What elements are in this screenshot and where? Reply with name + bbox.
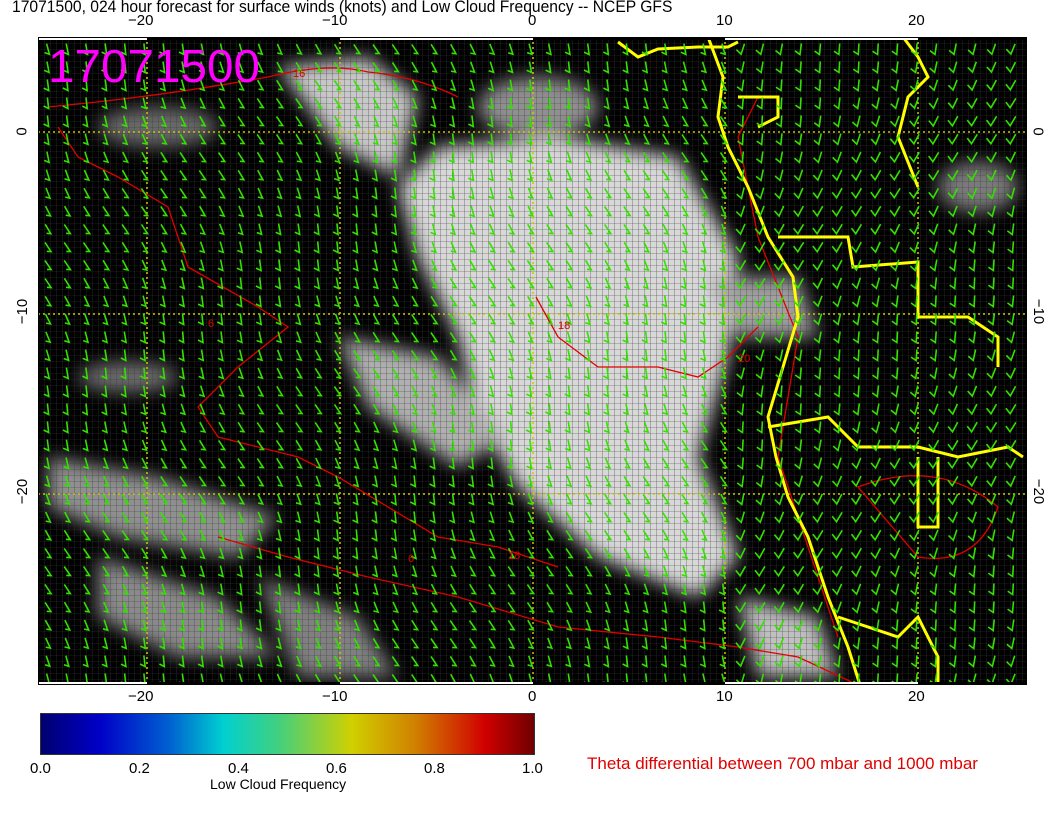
lat-tick-left: −20 <box>14 478 32 505</box>
lat-tick-left: −10 <box>14 298 32 325</box>
colorbar-tick: 0.6 <box>326 760 347 777</box>
lon-tick-top: −10 <box>322 12 348 29</box>
colorbar-tick: 0.8 <box>424 760 445 777</box>
map-frame <box>38 37 1027 685</box>
lon-tick-bottom: −20 <box>128 688 154 705</box>
contour-label: 20 <box>738 353 750 365</box>
lon-tick-top: 0 <box>528 12 537 29</box>
contour-label: 6 <box>408 553 414 565</box>
lon-tick-top: 20 <box>908 12 925 29</box>
colorbar-tick: 1.0 <box>522 760 543 777</box>
map-title: 17071500, 024 hour forecast for surface … <box>12 0 673 16</box>
contour-label: 18 <box>558 320 570 332</box>
lat-tick-left: 0 <box>13 127 31 136</box>
colorbar-label: Low Cloud Frequency <box>210 776 347 792</box>
lat-tick-right: −10 <box>1030 298 1048 325</box>
contour-labels: 16 6 18 20 6 18 <box>208 68 750 565</box>
lat-tick-right: 0 <box>1029 127 1047 136</box>
lat-tick-right: −20 <box>1030 478 1048 505</box>
colorbar-tick: 0.2 <box>129 760 150 777</box>
lon-tick-bottom: −10 <box>322 688 348 705</box>
colorbar-tick: 0.4 <box>228 760 249 777</box>
contour-label: 6 <box>208 318 214 330</box>
lon-tick-top: 10 <box>716 12 733 29</box>
date-stamp: 17071500 <box>48 40 260 92</box>
colorbar-tick: 0.0 <box>30 760 51 777</box>
theta-legend: Theta differential between 700 mbar and … <box>587 754 978 773</box>
forecast-map: 16 6 18 20 6 18 17071500 <box>38 37 1027 685</box>
lon-tick-bottom: 20 <box>908 688 925 705</box>
contour-label: 16 <box>293 68 305 80</box>
wind-barbs <box>43 43 1017 685</box>
colorbar <box>40 713 535 755</box>
wind-barb-set <box>43 43 1017 685</box>
lon-tick-top: −20 <box>128 12 154 29</box>
lon-tick-bottom: 0 <box>528 688 537 705</box>
contour-label: 18 <box>508 550 520 562</box>
lon-tick-bottom: 10 <box>716 688 733 705</box>
